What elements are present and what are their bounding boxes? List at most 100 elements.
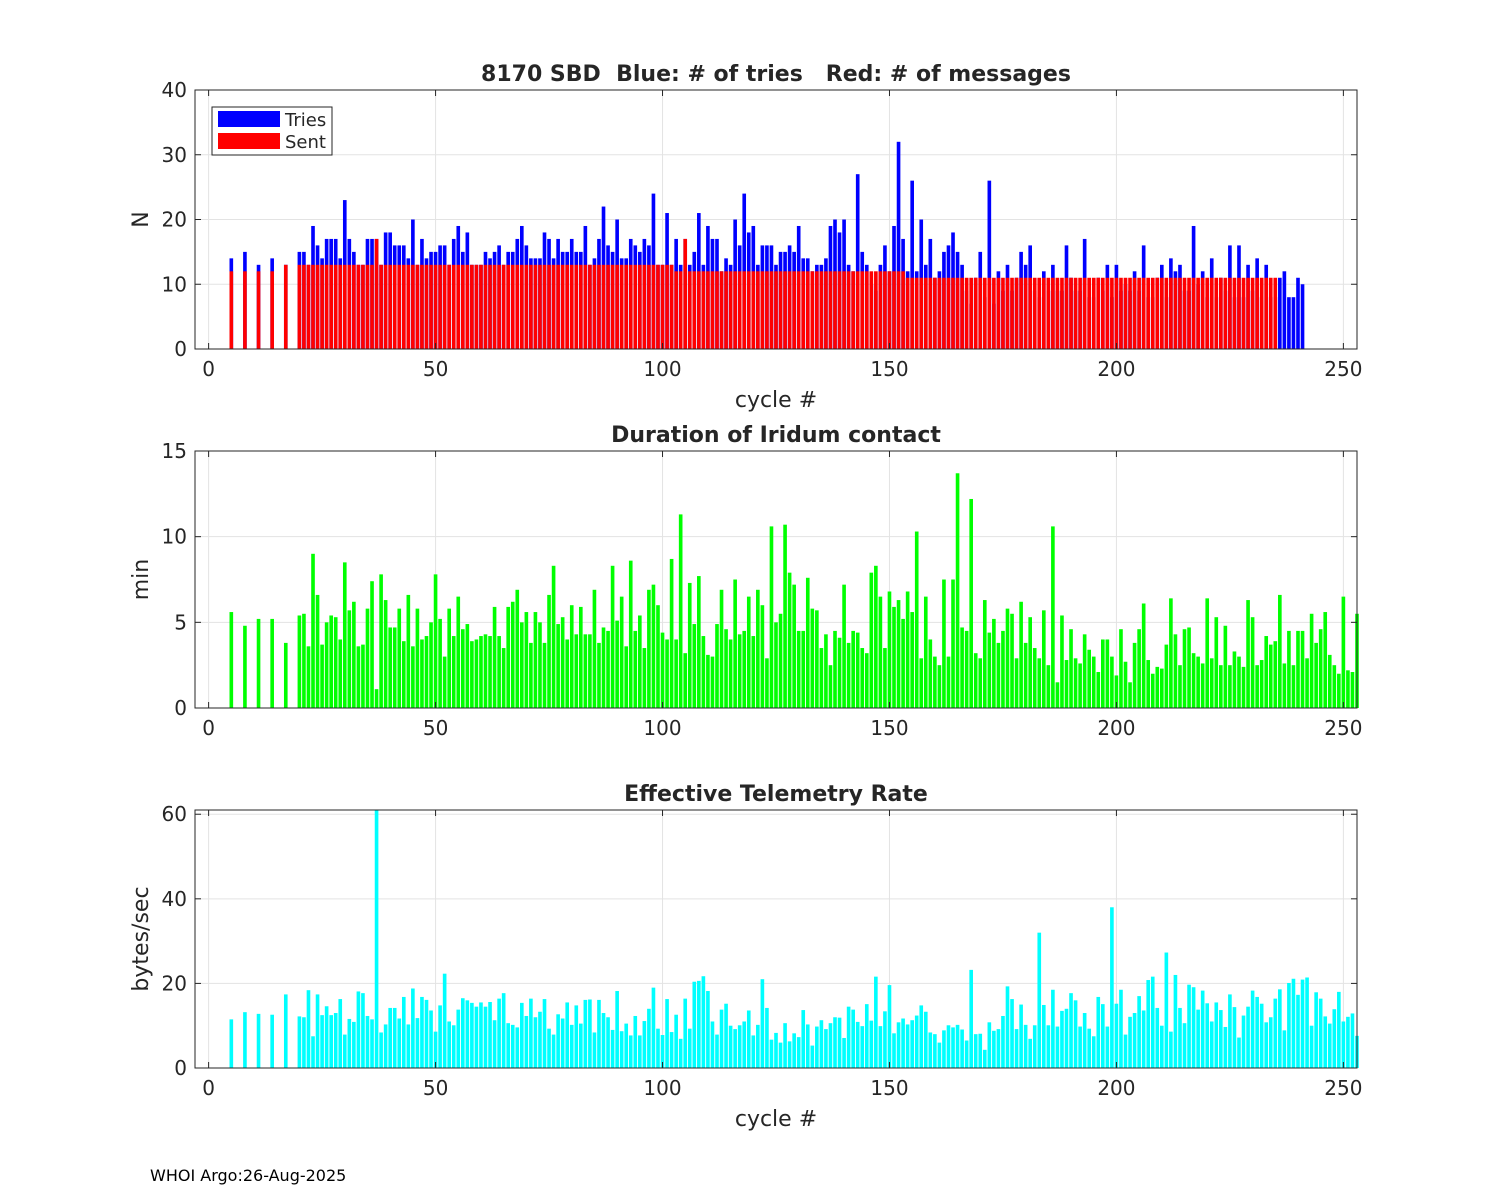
y-tick-label: 0 [174, 337, 187, 361]
bar-rate-249 [1337, 991, 1341, 1068]
bar-duration-5 [229, 612, 234, 708]
bar-rate-155 [910, 1020, 914, 1068]
bar-sent-92 [624, 264, 629, 349]
bar-sent-219 [1200, 277, 1205, 349]
bar-duration-214 [1178, 665, 1182, 708]
bar-duration-48 [424, 636, 429, 708]
bar-duration-20 [297, 615, 302, 708]
x-tick-label: 0 [202, 357, 215, 381]
bar-rate-36 [370, 1019, 374, 1068]
bar-sent-216 [1187, 277, 1191, 349]
bar-duration-96 [642, 648, 647, 708]
bar-sent-76 [551, 264, 556, 349]
chart-panel-1: 0 50 100 150 200 250 0 10 20 30 40 8170 SBD Blue: #… [129, 62, 1362, 413]
x-tick-label: 50 [423, 1076, 448, 1100]
bar-tries-236 [1278, 277, 1282, 349]
bar-duration-94 [633, 630, 638, 708]
bar-duration-122 [760, 605, 765, 708]
bar-sent-89 [610, 264, 615, 349]
bar-sent-136 [824, 271, 828, 349]
bar-duration-32 [352, 601, 356, 708]
bar-sent-20 [297, 264, 302, 349]
bar-duration-98 [651, 584, 656, 708]
bar-sent-133 [810, 271, 815, 349]
bar-duration-155 [910, 612, 914, 708]
bar-duration-227 [1237, 656, 1241, 708]
bar-duration-138 [833, 630, 837, 708]
bar-sent-202 [1123, 277, 1128, 349]
bar-rate-95 [638, 1035, 642, 1068]
bar-rate-135 [819, 1020, 824, 1068]
bar-duration-76 [551, 565, 556, 708]
bar-duration-137 [828, 665, 833, 708]
bar-sent-57 [465, 264, 470, 349]
bar-rate-99 [656, 1028, 660, 1068]
bar-sent-137 [828, 271, 833, 349]
bar-duration-248 [1332, 665, 1337, 708]
bar-rate-149 [883, 1011, 887, 1068]
bar-duration-95 [638, 615, 642, 708]
bar-duration-104 [678, 514, 683, 708]
x-tick-label: 100 [643, 716, 681, 740]
bar-rate-73 [538, 1011, 542, 1068]
bar-duration-45 [411, 646, 415, 708]
bar-rate-115 [728, 1025, 733, 1068]
bar-sent-171 [982, 277, 987, 349]
bar-duration-191 [1073, 658, 1078, 708]
bar-sent-193 [1082, 277, 1087, 349]
bar-rate-98 [651, 987, 656, 1068]
bar-rate-37 [374, 810, 379, 1068]
bar-rate-45 [411, 988, 415, 1068]
bar-rate-142 [851, 1009, 855, 1068]
bar-sent-161 [937, 277, 942, 349]
bar-sent-75 [547, 264, 551, 349]
bar-rate-186 [1051, 989, 1055, 1068]
bar-duration-56 [460, 629, 465, 708]
bar-sent-182 [1032, 277, 1037, 349]
bar-sent-186 [1051, 277, 1055, 349]
bar-sent-111 [710, 271, 715, 349]
bar-sent-214 [1178, 277, 1182, 349]
bar-rate-219 [1200, 990, 1205, 1068]
bar-rate-213 [1173, 974, 1178, 1068]
bar-duration-224 [1223, 625, 1228, 708]
bar-duration-43 [401, 641, 406, 708]
bar-sent-93 [628, 264, 633, 349]
bar-sent-88 [606, 264, 610, 349]
bar-sent-158 [923, 277, 928, 349]
bar-duration-11 [256, 618, 261, 708]
bar-rate-156 [914, 1015, 919, 1068]
bar-duration-22 [306, 646, 311, 708]
bar-rate-24 [315, 994, 320, 1068]
bar-sent-174 [996, 277, 1001, 349]
bar-duration-21 [302, 613, 306, 708]
x-tick-label: 50 [423, 716, 448, 740]
bar-duration-204 [1132, 642, 1137, 708]
bar-sent-173 [992, 277, 996, 349]
bar-rate-103 [674, 1014, 678, 1068]
bar-sent-106 [687, 271, 692, 349]
bar-duration-225 [1228, 665, 1232, 708]
bar-rate-217 [1191, 987, 1196, 1068]
bar-duration-66 [506, 606, 511, 708]
bar-rate-136 [824, 1029, 828, 1068]
bar-duration-252 [1350, 672, 1355, 708]
bar-rate-25 [320, 1015, 324, 1068]
bar-sent-48 [424, 264, 429, 349]
bar-duration-109 [701, 636, 706, 708]
bar-duration-53 [447, 608, 451, 708]
bar-rate-123 [765, 1007, 769, 1068]
bar-sent-200 [1114, 277, 1119, 349]
bar-duration-177 [1010, 613, 1014, 708]
bar-sent-166 [960, 277, 964, 349]
bar-rate-114 [724, 1003, 728, 1068]
bar-rate-210 [1160, 1025, 1164, 1068]
bar-duration-157 [919, 658, 924, 708]
bar-duration-17 [283, 642, 288, 708]
bar-sent-51 [438, 264, 442, 349]
bar-duration-175 [1001, 630, 1005, 708]
bar-duration-198 [1105, 639, 1110, 708]
bar-rate-222 [1214, 1002, 1219, 1068]
bar-duration-68 [515, 589, 520, 708]
bar-duration-103 [674, 639, 678, 708]
